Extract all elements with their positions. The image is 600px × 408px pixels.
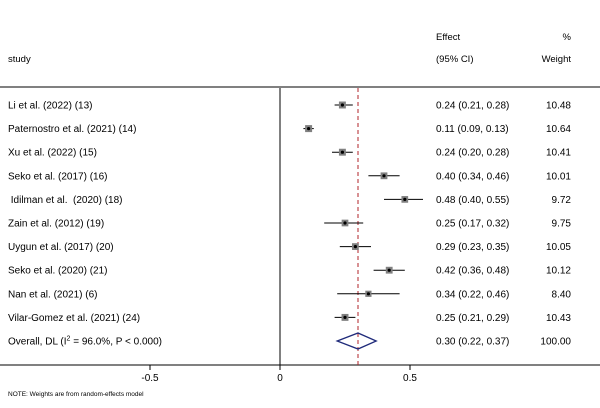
ci-text: 0.34 (0.22, 0.46) — [436, 289, 509, 300]
x-tick-label: 0 — [277, 373, 283, 384]
weight-text: 10.01 — [546, 171, 571, 182]
study-label: Seko et al. (2020) (21) — [8, 266, 108, 277]
effect-point — [340, 103, 344, 107]
effect-point — [343, 315, 347, 319]
weight-text: 10.05 — [546, 242, 571, 253]
study-label: Seko et al. (2017) (16) — [8, 171, 108, 182]
ci-text: 0.24 (0.20, 0.28) — [436, 148, 509, 159]
overall-ci-text: 0.30 (0.22, 0.37) — [436, 337, 509, 348]
ci-text: 0.42 (0.36, 0.48) — [436, 266, 509, 277]
ci-text: 0.48 (0.40, 0.55) — [436, 195, 509, 206]
effect-point — [343, 221, 347, 225]
study-label: Idilman et al. (2020) (18) — [8, 195, 123, 206]
overall-weight-text: 100.00 — [540, 337, 571, 348]
weight-text: 9.75 — [552, 219, 572, 230]
effect-point — [353, 245, 357, 249]
weight-text: 10.64 — [546, 124, 571, 135]
weight-text: 9.72 — [552, 195, 572, 206]
ci-text: 0.29 (0.23, 0.35) — [436, 242, 509, 253]
x-tick-label: -0.5 — [141, 373, 159, 384]
header-weight: Weight — [542, 54, 572, 65]
footnote: NOTE: Weights are from random-effects mo… — [8, 391, 144, 398]
ci-text: 0.40 (0.34, 0.46) — [436, 171, 509, 182]
ci-text: 0.11 (0.09, 0.13) — [436, 124, 509, 135]
weight-text: 10.12 — [546, 266, 571, 277]
ci-text: 0.25 (0.17, 0.32) — [436, 219, 509, 230]
chart-marks: Li et al. (2022) (13) 0.24 (0.21, 0.28) 10… — [8, 88, 571, 384]
effect-point — [403, 197, 407, 201]
effect-point — [366, 292, 370, 296]
ci-text: 0.25 (0.21, 0.29) — [436, 313, 509, 324]
header-percent: % — [563, 32, 572, 43]
weight-text: 10.43 — [546, 313, 571, 324]
effect-point — [340, 150, 344, 154]
study-label: Uygun et al. (2017) (20) — [8, 242, 114, 253]
effect-point — [307, 127, 311, 131]
study-label: Paternostro et al. (2021) (14) — [8, 124, 136, 135]
weight-text: 8.40 — [552, 289, 572, 300]
study-label: Vilar-Gomez et al. (2021) (24) — [8, 313, 140, 324]
header-effect: Effect — [436, 32, 460, 43]
effect-point — [382, 174, 386, 178]
effect-point — [387, 268, 391, 272]
header-ci: (95% CI) — [436, 54, 473, 65]
header-study: study — [8, 54, 31, 65]
x-tick-label: 0.5 — [403, 373, 417, 384]
overall-diamond — [335, 332, 378, 350]
overall-label: Overall, DL (I2 = 96.0%, P < 0.000) — [8, 336, 162, 348]
study-label: Nan et al. (2021) (6) — [8, 289, 98, 300]
study-label: Li et al. (2022) (13) — [8, 101, 93, 112]
weight-text: 10.41 — [546, 148, 571, 159]
weight-text: 10.48 — [546, 101, 571, 112]
study-label: Xu et al. (2022) (15) — [8, 148, 97, 159]
ci-text: 0.24 (0.21, 0.28) — [436, 101, 509, 112]
study-label: Zain et al. (2012) (19) — [8, 219, 104, 230]
